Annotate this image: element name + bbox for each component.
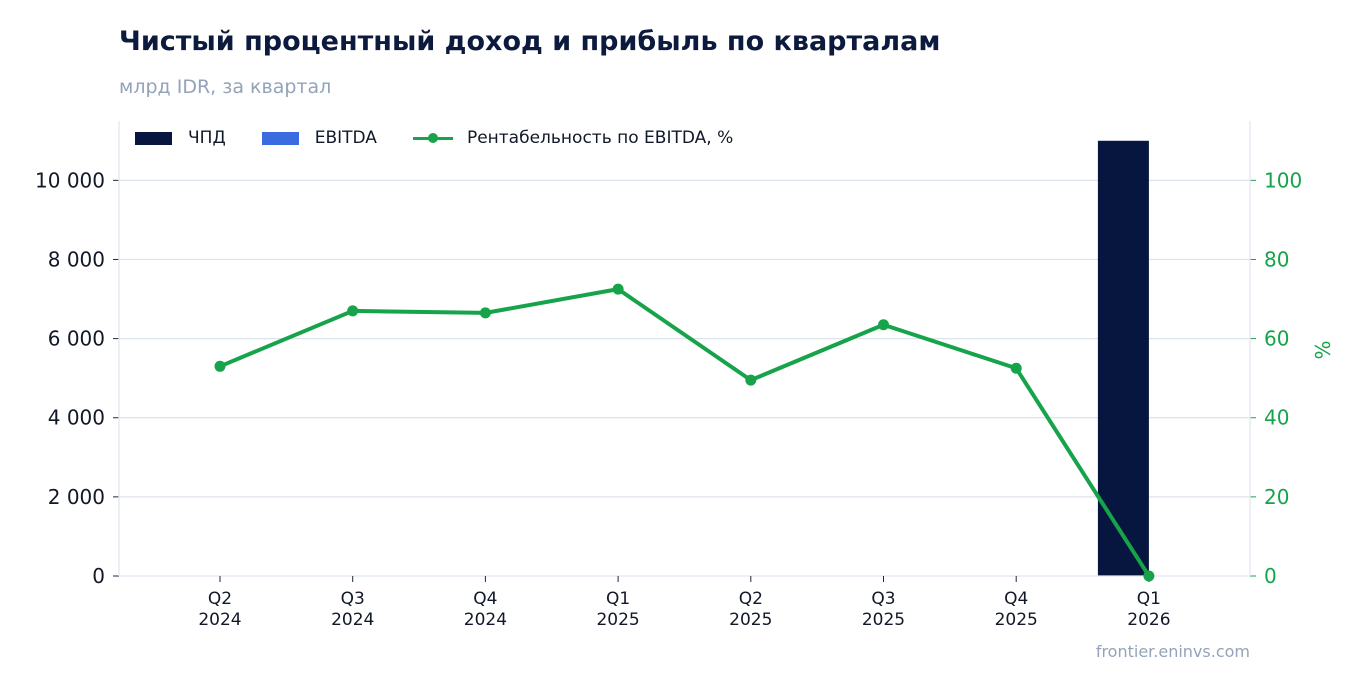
legend-label-margin: Рентабельность по EBITDA, %: [466, 128, 734, 148]
x-tick-label-line: 2025: [596, 610, 639, 630]
x-tick-label-line: 2024: [198, 610, 241, 630]
x-tick-label-line: 2024: [464, 610, 507, 630]
legend-label-ebitda: EBITDA: [314, 128, 377, 148]
x-tick-label-line: Q3: [871, 589, 895, 609]
legend-item-ebitda: EBITDA: [261, 128, 377, 148]
x-tick-label-line: 2025: [995, 610, 1038, 630]
bars-layer: [1097, 140, 1149, 577]
x-tick-label-line: Q1: [1137, 589, 1161, 609]
y-right-tick-label: 100: [1264, 168, 1302, 192]
x-tick-label: Q1 2026: [1127, 589, 1170, 630]
x-tick-label-line: 2025: [729, 610, 772, 630]
bar-npd: [1097, 140, 1149, 577]
source-credit: frontier.eninvs.com: [1095, 642, 1250, 661]
x-tick-label-line: Q3: [341, 589, 365, 609]
x-tick-label-line: 2025: [862, 610, 905, 630]
margin-point: [745, 374, 757, 386]
x-tick-label-line: 2026: [1127, 610, 1170, 630]
x-tick-label: Q2 2024: [198, 589, 241, 630]
x-tick-label: Q2 2025: [729, 589, 772, 630]
legend-swatch-margin: [412, 132, 453, 145]
y-left-tick-label: 10 000: [35, 168, 105, 192]
chart-subtitle: млрд IDR, за квартал: [119, 76, 332, 98]
x-tick-label-line: Q2: [208, 589, 232, 609]
margin-point: [878, 319, 889, 331]
x-tick-label: Q4 2024: [464, 589, 507, 630]
y-left-tick-label: 2 000: [48, 485, 105, 509]
margin-line-layer: [214, 283, 1155, 582]
y-right-tick-label: 80: [1264, 247, 1289, 271]
legend: ЧПД EBITDA Рентабельность по EBITDA, %: [135, 128, 769, 148]
y-left-tick-label: 0: [92, 564, 105, 588]
y-right-tick-label: 20: [1264, 485, 1289, 509]
x-tick-label: Q4 2025: [995, 589, 1038, 630]
legend-item-margin: Рентабельность по EBITDA, %: [412, 128, 734, 148]
legend-label-npd: ЧПД: [188, 128, 226, 148]
x-tick-label-line: Q1: [606, 589, 630, 609]
tick-labels-layer: 0 2 000 4 000 6 000 8 000 10 000 0 20 40 60 80 100%…: [35, 168, 1335, 630]
margin-point: [1010, 362, 1022, 374]
legend-swatch-ebitda: [261, 131, 299, 145]
grid-lines: [119, 179, 1250, 498]
legend-swatch-npd: [135, 131, 172, 145]
y-right-axis-label: %: [1311, 340, 1335, 359]
x-tick-label: Q3 2025: [862, 589, 905, 630]
x-tick-label: Q3 2024: [331, 589, 374, 630]
margin-point: [214, 360, 226, 372]
y-left-tick-label: 8 000: [48, 247, 105, 271]
y-right-tick-label: 40: [1264, 406, 1289, 430]
margin-point: [1143, 570, 1155, 582]
y-right-tick-label: 0: [1264, 564, 1277, 588]
y-left-tick-label: 6 000: [48, 327, 105, 351]
x-tick-label-line: Q4: [473, 589, 497, 609]
y-right-tick-label: 60: [1264, 327, 1289, 351]
axes-layer: [113, 121, 1256, 582]
x-tick-label-line: Q2: [739, 589, 763, 609]
x-tick-label-line: Q4: [1004, 589, 1028, 609]
legend-item-npd: ЧПД: [135, 128, 226, 148]
chart-title: Чистый процентный доход и прибыль по ква…: [119, 26, 941, 57]
margin-point: [347, 305, 359, 317]
x-tick-label: Q1 2025: [596, 589, 639, 630]
y-left-tick-label: 4 000: [48, 406, 105, 430]
margin-point: [479, 307, 491, 319]
x-tick-label-line: 2024: [331, 610, 374, 630]
margin-point: [612, 283, 624, 295]
margin-series-line: [219, 287, 1151, 578]
